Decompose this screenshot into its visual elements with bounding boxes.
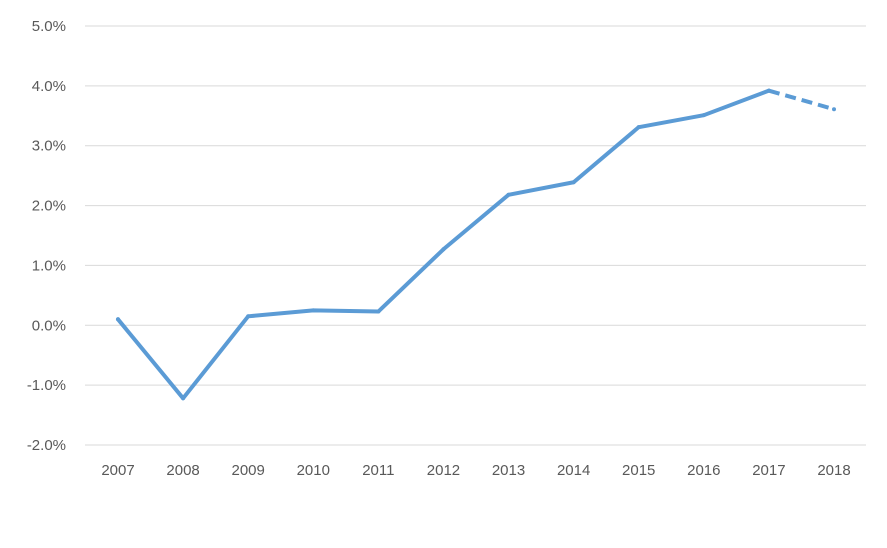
series-line-solid [116,88,771,401]
x-tick-label: 2012 [427,462,460,479]
data-point [441,247,446,252]
data-point [181,396,186,401]
y-tick-label: -2.0% [27,437,66,454]
series-line-dashed [768,88,835,112]
series-line [116,88,836,401]
x-tick-label: 2007 [101,462,134,479]
x-tick-label: 2018 [817,462,850,479]
y-tick-label: 0.0% [32,317,66,334]
y-axis-ticks: 5.0% 4.0% 3.0% 2.0% 1.0% 0.0% -1.0% -2.0% [27,18,66,454]
data-point [376,309,381,314]
y-tick-label: 5.0% [32,18,66,35]
data-point [832,107,836,112]
data-point [246,314,251,319]
y-tick-label: 2.0% [32,198,66,215]
x-tick-label: 2017 [752,462,785,479]
data-point [311,308,316,313]
x-tick-label: 2011 [362,462,394,479]
data-point [636,125,641,130]
data-point [701,113,706,118]
y-tick-label: 3.0% [32,138,66,155]
x-tick-label: 2013 [492,462,525,479]
y-tick-label: 1.0% [32,257,66,274]
y-tick-label: 4.0% [32,78,66,95]
data-point [116,317,120,322]
x-tick-label: 2016 [687,462,720,479]
gridlines [85,25,866,446]
x-tick-label: 2015 [622,462,655,479]
y-tick-label: -1.0% [27,377,66,394]
data-point [766,88,771,93]
x-tick-label: 2009 [231,462,264,479]
x-tick-label: 2010 [297,462,330,479]
x-tick-label: 2008 [166,462,199,479]
x-axis-ticks: 2007 2008 2009 2010 2011 2012 2013 2014 2015 2016… [101,462,850,479]
x-tick-label: 2014 [557,462,590,479]
data-point [571,180,576,185]
data-point [506,192,511,197]
